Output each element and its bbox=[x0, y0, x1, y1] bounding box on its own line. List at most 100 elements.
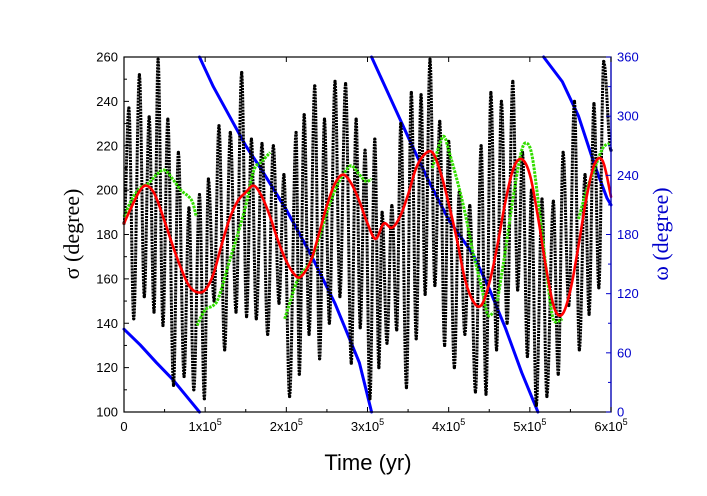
sigma-trough-18 bbox=[307, 332, 311, 336]
y-right-tick-label-2: 120 bbox=[617, 286, 639, 301]
y-left-tick-label-0: 100 bbox=[96, 405, 118, 420]
sigma-trough-19 bbox=[318, 357, 322, 361]
sigma-peak-35 bbox=[479, 144, 483, 148]
sigma-peak-12 bbox=[249, 137, 254, 141]
sigma-trough-39 bbox=[516, 288, 520, 292]
x-tick-label-0: 0 bbox=[120, 419, 127, 434]
sigma-trough-13 bbox=[254, 317, 258, 321]
x-axis-title: Time (yr) bbox=[324, 450, 411, 475]
sigma-peak-19 bbox=[322, 117, 327, 121]
smooth-series bbox=[122, 149, 613, 317]
sigma-trough-30 bbox=[423, 292, 427, 297]
sigma-peak-38 bbox=[511, 79, 515, 84]
sigma-trough-44 bbox=[567, 303, 571, 308]
green-segment-0 bbox=[122, 168, 198, 218]
sigma-peak-37 bbox=[499, 99, 504, 103]
green-segment-4 bbox=[495, 141, 564, 324]
sigma-peak-24 bbox=[373, 137, 377, 141]
sigma-trough-5 bbox=[171, 383, 176, 387]
sigma-trough-38 bbox=[505, 321, 509, 325]
sigma-trough-9 bbox=[212, 299, 216, 303]
sigma-peak-17 bbox=[302, 113, 306, 117]
sigma-trough-47 bbox=[597, 286, 601, 290]
sigma-peak-26 bbox=[390, 204, 394, 208]
x-axis-ticks: 0 1x105 2x105 3x105 4x105 5x105 6x105 bbox=[120, 57, 628, 434]
sigma-trough-32 bbox=[443, 343, 447, 348]
sigma-peak-23 bbox=[363, 148, 367, 152]
sigma-trough-3 bbox=[152, 310, 156, 314]
sigma-trough-4 bbox=[161, 323, 165, 328]
sigma-trough-6 bbox=[182, 374, 186, 379]
sigma-peak-30 bbox=[428, 57, 432, 61]
x-tick-label-1: 1x105 bbox=[189, 417, 222, 434]
sigma-trough-22 bbox=[349, 361, 353, 365]
sigma-trough-16 bbox=[287, 394, 292, 399]
sigma-peak-3 bbox=[156, 57, 160, 61]
sigma-trough-42 bbox=[545, 394, 549, 399]
y-left-tick-label-8: 260 bbox=[96, 50, 118, 65]
plot-series bbox=[122, 55, 613, 414]
x-tick-label-5: 5x105 bbox=[513, 417, 546, 434]
sigma-peak-20 bbox=[333, 79, 337, 84]
sigma-peak-21 bbox=[343, 82, 348, 86]
sigma-trough-26 bbox=[385, 341, 389, 345]
y-left-tick-label-6: 220 bbox=[96, 138, 118, 153]
y-right-tick-label-6: 360 bbox=[617, 50, 639, 65]
sigma-peak-45 bbox=[583, 172, 587, 177]
sigma-trough-17 bbox=[297, 372, 301, 376]
sigma-trough-7 bbox=[192, 388, 196, 392]
sigma-peak-44 bbox=[572, 99, 577, 103]
x-tick-label-4: 4x105 bbox=[432, 417, 465, 434]
sigma-trough-40 bbox=[525, 354, 530, 359]
sigma-trough-1 bbox=[132, 317, 136, 321]
sigma-trough-14 bbox=[266, 332, 270, 336]
sigma-peak-28 bbox=[409, 90, 413, 95]
sigma-trough-10 bbox=[223, 348, 227, 352]
sigma-peak-25 bbox=[380, 210, 384, 214]
y-left-tick-label-1: 120 bbox=[96, 360, 118, 375]
y-right-axis-title: ω (degree) bbox=[648, 187, 673, 280]
sigma-trough-2 bbox=[142, 295, 146, 299]
green-segment-2 bbox=[283, 164, 373, 320]
sigma-line bbox=[122, 57, 613, 407]
y-right-axis-ticks: 0 60 120 180 240 300 360 bbox=[606, 50, 639, 420]
y-left-tick-label-7: 240 bbox=[96, 94, 118, 109]
green-segment-5 bbox=[577, 142, 611, 220]
x-tick-label-2: 2x105 bbox=[270, 417, 303, 434]
sigma-peak-2 bbox=[147, 115, 151, 119]
sigma-peak-34 bbox=[468, 204, 472, 208]
sigma-trough-12 bbox=[244, 314, 249, 319]
smooth-line bbox=[122, 149, 613, 317]
green-segment-1 bbox=[195, 151, 272, 327]
sigma-peak-43 bbox=[561, 150, 565, 155]
omega-line-segment-3 bbox=[542, 55, 613, 207]
sigma-peak-4 bbox=[166, 117, 170, 121]
sigma-peak-22 bbox=[354, 117, 358, 121]
sigma-trough-29 bbox=[414, 337, 418, 341]
sigma-trough-23 bbox=[358, 326, 362, 330]
sigma-peak-13 bbox=[260, 141, 264, 146]
sigma-trough-24 bbox=[368, 397, 372, 401]
sigma-trough-11 bbox=[234, 310, 238, 314]
sigma-trough-20 bbox=[327, 321, 331, 325]
sigma-peak-0 bbox=[127, 106, 131, 110]
x-tick-label-3: 3x105 bbox=[351, 417, 384, 434]
sigma-peak-42 bbox=[551, 199, 555, 203]
y-right-tick-label-0: 0 bbox=[617, 405, 624, 420]
y-left-axis-title: σ (degree) bbox=[59, 189, 84, 280]
sigma-peak-8 bbox=[206, 177, 211, 181]
sigma-trough-25 bbox=[377, 366, 381, 370]
y-left-tick-label-5: 200 bbox=[96, 183, 118, 198]
sigma-trough-33 bbox=[452, 366, 456, 370]
sigma-peak-16 bbox=[294, 130, 298, 135]
sigma-peak-29 bbox=[419, 93, 423, 97]
sigma-trough-45 bbox=[577, 348, 581, 352]
sigma-trough-37 bbox=[494, 348, 499, 352]
sigma-peak-10 bbox=[228, 130, 232, 135]
x-tick-label-6: 6x105 bbox=[594, 417, 627, 434]
sigma-peak-27 bbox=[399, 121, 403, 126]
y-left-axis-ticks: 100 120 140 160 180 200 220 240 260 bbox=[96, 50, 129, 420]
y-right-tick-label-1: 60 bbox=[617, 345, 631, 360]
y-right-tick-label-5: 300 bbox=[617, 109, 639, 124]
